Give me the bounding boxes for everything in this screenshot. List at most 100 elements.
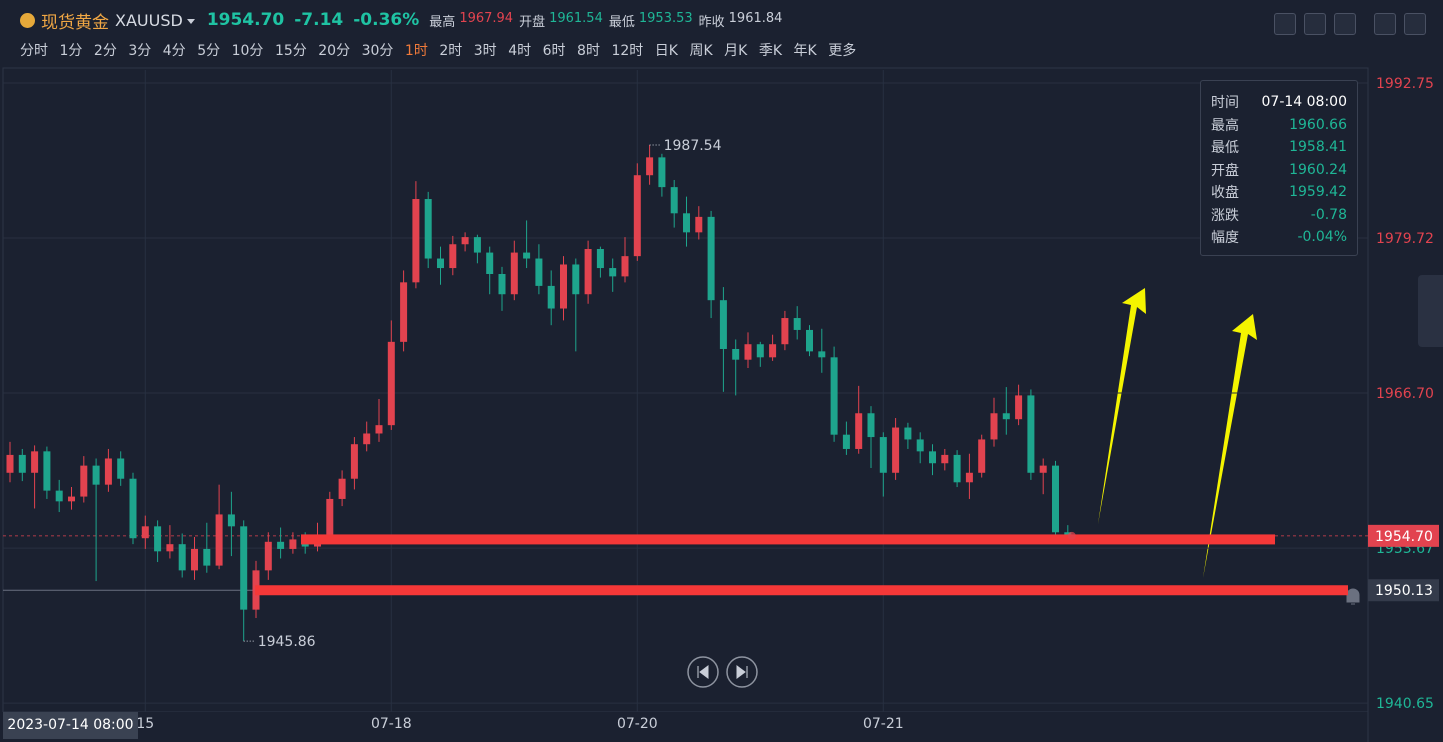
tooltip-label: 涨跌 bbox=[1211, 207, 1239, 224]
prev-button[interactable] bbox=[687, 656, 719, 688]
stat-value: 1967.94 bbox=[459, 10, 514, 26]
tooltip-row: 幅度 -0.04% bbox=[1201, 226, 1357, 249]
plot-area bbox=[2, 67, 1369, 713]
candle-body bbox=[461, 237, 469, 245]
candle-body bbox=[793, 318, 801, 330]
candle-body bbox=[412, 199, 420, 283]
candle-body bbox=[424, 199, 432, 259]
timeframe[interactable]: 30分 bbox=[361, 43, 394, 59]
candle-body bbox=[596, 249, 604, 269]
candle-body bbox=[670, 187, 678, 214]
candle-body bbox=[117, 458, 125, 479]
toolbar bbox=[1274, 13, 1364, 35]
timeframe[interactable]: 3分 bbox=[128, 43, 152, 59]
timeframe[interactable]: 2分 bbox=[93, 43, 117, 59]
candle-body bbox=[609, 268, 617, 277]
candle-body bbox=[806, 329, 813, 352]
tooltip-row: 最高 1960.66 bbox=[1201, 114, 1357, 137]
timeframe[interactable]: 5分 bbox=[197, 43, 221, 59]
price-box bbox=[1368, 524, 1439, 547]
candle-body bbox=[6, 454, 14, 473]
candle-body bbox=[1039, 465, 1047, 473]
candle-body bbox=[166, 544, 174, 552]
tooltip-label: 开盘 bbox=[1211, 162, 1239, 179]
candle-body bbox=[1064, 532, 1072, 536]
drawn-line bbox=[255, 585, 1348, 596]
timeframe[interactable]: 4时 bbox=[508, 43, 532, 59]
timeframe[interactable]: 1分 bbox=[59, 43, 83, 59]
timeframe[interactable]: 8时 bbox=[577, 43, 600, 59]
tooltip-value: 1959.42 bbox=[1289, 184, 1347, 201]
candle-body bbox=[633, 175, 641, 257]
side-tab[interactable] bbox=[1418, 275, 1443, 347]
timeframe[interactable]: 更多 bbox=[828, 43, 857, 59]
candle-body bbox=[769, 344, 777, 358]
timeframe[interactable]: 1时 bbox=[404, 43, 428, 59]
candle-body bbox=[215, 514, 223, 566]
symbol-caret[interactable] bbox=[186, 19, 195, 24]
next-icon bbox=[736, 665, 748, 679]
timeframe[interactable]: 12时 bbox=[611, 43, 644, 59]
tool-button[interactable] bbox=[1334, 13, 1356, 35]
candle-body bbox=[584, 249, 592, 295]
candle-body bbox=[523, 252, 531, 259]
tooltip-value: 1960.24 bbox=[1289, 161, 1347, 178]
expand-button[interactable] bbox=[1374, 13, 1396, 35]
timeframe[interactable]: 分时 bbox=[20, 43, 48, 59]
candle-body bbox=[818, 351, 826, 358]
candle-body bbox=[375, 425, 383, 434]
candle-body bbox=[510, 252, 518, 295]
candle-body bbox=[350, 444, 358, 479]
tooltip-value: 1960.66 bbox=[1289, 116, 1347, 133]
stat-label: 最高 bbox=[429, 14, 456, 30]
stat-label: 昨收 bbox=[698, 14, 725, 30]
timeframe[interactable]: 2时 bbox=[439, 43, 463, 59]
candle-body bbox=[277, 541, 285, 549]
y-tick-label: 1979.72 bbox=[1376, 231, 1434, 247]
timeframe[interactable]: 月K bbox=[724, 43, 748, 59]
high-label: 1987.54 bbox=[664, 138, 722, 154]
candle-body bbox=[129, 478, 137, 539]
candle-body bbox=[449, 244, 457, 269]
change-pct: -0.36% bbox=[353, 10, 420, 30]
alert-box-label: 1950.13 bbox=[1375, 583, 1433, 599]
tooltip-value: -0.78 bbox=[1310, 206, 1347, 223]
candle-body bbox=[855, 413, 863, 449]
timeframe[interactable]: 10分 bbox=[231, 43, 264, 59]
timeframe[interactable]: 季K bbox=[758, 43, 783, 59]
candle-body bbox=[621, 256, 629, 277]
timeframe[interactable]: 6时 bbox=[542, 43, 566, 59]
symbol[interactable]: XAUUSD bbox=[115, 10, 183, 30]
timeframe[interactable]: 15分 bbox=[274, 43, 307, 59]
next-button[interactable] bbox=[726, 656, 758, 688]
tool-button[interactable] bbox=[1304, 13, 1326, 35]
candle-body bbox=[18, 454, 26, 473]
candle-body bbox=[240, 526, 248, 610]
candle-body bbox=[719, 300, 727, 349]
stat-value: 1961.54 bbox=[549, 10, 603, 26]
candle-body bbox=[965, 472, 973, 483]
close-button[interactable] bbox=[1404, 13, 1426, 35]
candle-body bbox=[363, 433, 371, 445]
candle-body bbox=[867, 413, 875, 438]
timeframe[interactable]: 周K bbox=[689, 43, 713, 59]
candle-body bbox=[68, 496, 75, 502]
timeframe[interactable]: 20分 bbox=[318, 43, 351, 59]
candle-body bbox=[1015, 395, 1023, 420]
candle-body bbox=[1027, 395, 1035, 473]
tool-button[interactable] bbox=[1274, 13, 1296, 35]
candle-body bbox=[547, 285, 555, 309]
timeframe[interactable]: 3时 bbox=[473, 43, 497, 59]
candle-body bbox=[55, 490, 63, 502]
candle-body bbox=[781, 318, 789, 345]
tooltip-label: 时间 bbox=[1211, 95, 1239, 112]
timeframe[interactable]: 年K bbox=[793, 43, 817, 59]
candle-body bbox=[473, 237, 481, 253]
timeframe[interactable]: 日K bbox=[654, 43, 678, 59]
timeframe[interactable]: 4分 bbox=[162, 43, 186, 59]
tooltip-row: 最低 1958.41 bbox=[1201, 136, 1357, 159]
x-axis-area bbox=[0, 712, 1443, 742]
candle-body bbox=[978, 439, 986, 473]
